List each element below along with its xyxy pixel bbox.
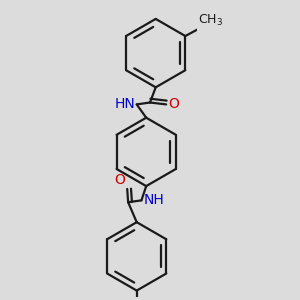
Text: HN: HN (115, 98, 136, 111)
Text: O: O (114, 173, 125, 187)
Text: O: O (168, 98, 179, 111)
Text: NH: NH (143, 193, 164, 207)
Text: CH$_3$: CH$_3$ (198, 13, 223, 28)
